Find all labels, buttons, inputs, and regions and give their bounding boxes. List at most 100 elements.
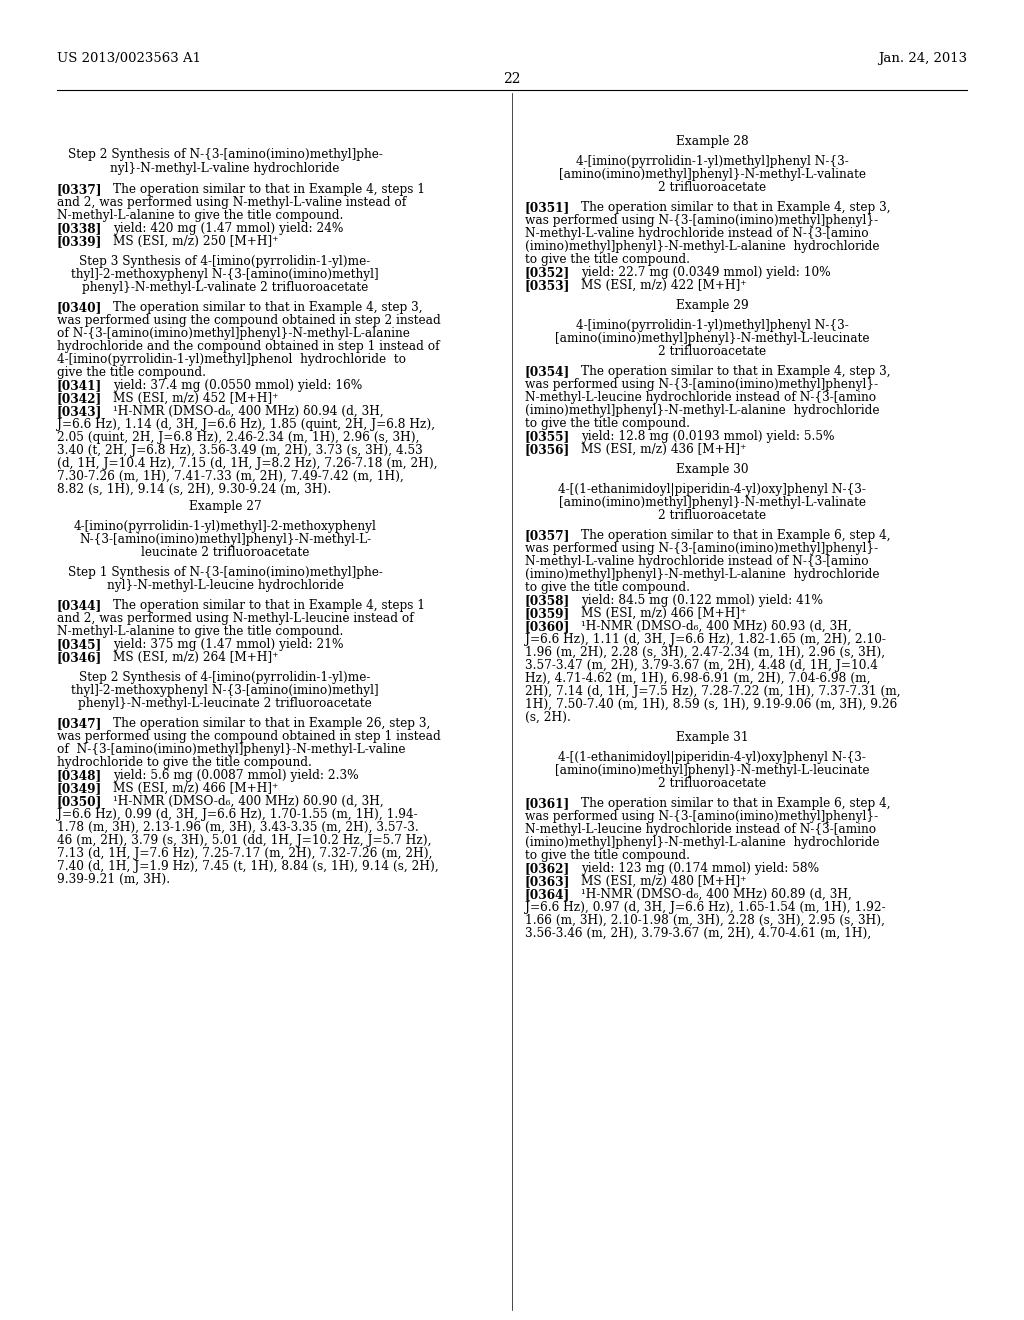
- Text: N-methyl-L-alanine to give the title compound.: N-methyl-L-alanine to give the title com…: [57, 209, 343, 222]
- Text: Step 3 Synthesis of 4-[imino(pyrrolidin-1-yl)me-: Step 3 Synthesis of 4-[imino(pyrrolidin-…: [80, 255, 371, 268]
- Text: The operation similar to that in Example 4, steps 1: The operation similar to that in Example…: [113, 599, 425, 612]
- Text: 8.82 (s, 1H), 9.14 (s, 2H), 9.30-9.24 (m, 3H).: 8.82 (s, 1H), 9.14 (s, 2H), 9.30-9.24 (m…: [57, 483, 331, 496]
- Text: 4-[(1-ethanimidoyl|piperidin-4-yl)oxy]phenyl N-{3-: 4-[(1-ethanimidoyl|piperidin-4-yl)oxy]ph…: [558, 751, 866, 764]
- Text: N-methyl-L-alanine to give the title compound.: N-methyl-L-alanine to give the title com…: [57, 624, 343, 638]
- Text: [0362]: [0362]: [525, 862, 570, 875]
- Text: yield: 12.8 mg (0.0193 mmol) yield: 5.5%: yield: 12.8 mg (0.0193 mmol) yield: 5.5%: [581, 430, 835, 444]
- Text: 2 trifluoroacetate: 2 trifluoroacetate: [658, 345, 766, 358]
- Text: yield: 37.4 mg (0.0550 mmol) yield: 16%: yield: 37.4 mg (0.0550 mmol) yield: 16%: [113, 379, 362, 392]
- Text: [amino(imino)methyl]phenyl}-N-methyl-L-leucinate: [amino(imino)methyl]phenyl}-N-methyl-L-l…: [555, 333, 869, 345]
- Text: to give the title compound.: to give the title compound.: [525, 417, 690, 430]
- Text: 2 trifluoroacetate: 2 trifluoroacetate: [658, 777, 766, 789]
- Text: [0342]: [0342]: [57, 392, 102, 405]
- Text: 7.30-7.26 (m, 1H), 7.41-7.33 (m, 2H), 7.49-7.42 (m, 1H),: 7.30-7.26 (m, 1H), 7.41-7.33 (m, 2H), 7.…: [57, 470, 403, 483]
- Text: Step 1 Synthesis of N-{3-[amino(imino)methyl]phe-: Step 1 Synthesis of N-{3-[amino(imino)me…: [68, 566, 382, 579]
- Text: [0358]: [0358]: [525, 594, 570, 607]
- Text: Jan. 24, 2013: Jan. 24, 2013: [878, 51, 967, 65]
- Text: to give the title compound.: to give the title compound.: [525, 581, 690, 594]
- Text: Step 2 Synthesis of N-{3-[amino(imino)methyl]phe-: Step 2 Synthesis of N-{3-[amino(imino)me…: [68, 148, 382, 161]
- Text: [0343]: [0343]: [57, 405, 102, 418]
- Text: MS (ESI, m/z) 264 [M+H]⁺: MS (ESI, m/z) 264 [M+H]⁺: [113, 651, 279, 664]
- Text: 7.40 (d, 1H, J=1.9 Hz), 7.45 (t, 1H), 8.84 (s, 1H), 9.14 (s, 2H),: 7.40 (d, 1H, J=1.9 Hz), 7.45 (t, 1H), 8.…: [57, 861, 438, 873]
- Text: was performed using N-{3-[amino(imino)methyl]phenyl}-: was performed using N-{3-[amino(imino)me…: [525, 214, 879, 227]
- Text: phenyl}-N-methyl-L-valinate 2 trifluoroacetate: phenyl}-N-methyl-L-valinate 2 trifluoroa…: [82, 281, 368, 294]
- Text: [0359]: [0359]: [525, 607, 570, 620]
- Text: N-methyl-L-valine hydrochloride instead of N-{3-[amino: N-methyl-L-valine hydrochloride instead …: [525, 554, 868, 568]
- Text: 4-[(1-ethanimidoyl|piperidin-4-yl)oxy]phenyl N-{3-: 4-[(1-ethanimidoyl|piperidin-4-yl)oxy]ph…: [558, 483, 866, 496]
- Text: 3.40 (t, 2H, J=6.8 Hz), 3.56-3.49 (m, 2H), 3.73 (s, 3H), 4.53: 3.40 (t, 2H, J=6.8 Hz), 3.56-3.49 (m, 2H…: [57, 444, 423, 457]
- Text: 2.05 (quint, 2H, J=6.8 Hz), 2.46-2.34 (m, 1H), 2.96 (s, 3H),: 2.05 (quint, 2H, J=6.8 Hz), 2.46-2.34 (m…: [57, 432, 420, 444]
- Text: MS (ESI, m/z) 250 [M+H]⁺: MS (ESI, m/z) 250 [M+H]⁺: [113, 235, 279, 248]
- Text: [0338]: [0338]: [57, 222, 102, 235]
- Text: 46 (m, 2H), 3.79 (s, 3H), 5.01 (dd, 1H, J=10.2 Hz, J=5.7 Hz),: 46 (m, 2H), 3.79 (s, 3H), 5.01 (dd, 1H, …: [57, 834, 431, 847]
- Text: [amino(imino)methyl]phenyl}-N-methyl-L-valinate: [amino(imino)methyl]phenyl}-N-methyl-L-v…: [558, 496, 865, 510]
- Text: thyl]-2-methoxyphenyl N-{3-[amino(imino)methyl]: thyl]-2-methoxyphenyl N-{3-[amino(imino)…: [72, 268, 379, 281]
- Text: N-methyl-L-valine hydrochloride instead of N-{3-[amino: N-methyl-L-valine hydrochloride instead …: [525, 227, 868, 240]
- Text: Example 30: Example 30: [676, 463, 749, 477]
- Text: MS (ESI, m/z) 436 [M+H]⁺: MS (ESI, m/z) 436 [M+H]⁺: [581, 444, 746, 455]
- Text: phenyl}-N-methyl-L-leucinate 2 trifluoroacetate: phenyl}-N-methyl-L-leucinate 2 trifluoro…: [78, 697, 372, 710]
- Text: and 2, was performed using N-methyl-L-leucine instead of: and 2, was performed using N-methyl-L-le…: [57, 612, 414, 624]
- Text: hydrochloride and the compound obtained in step 1 instead of: hydrochloride and the compound obtained …: [57, 341, 439, 352]
- Text: Example 31: Example 31: [676, 731, 749, 744]
- Text: [0341]: [0341]: [57, 379, 102, 392]
- Text: (d, 1H, J=10.4 Hz), 7.15 (d, 1H, J=8.2 Hz), 7.26-7.18 (m, 2H),: (d, 1H, J=10.4 Hz), 7.15 (d, 1H, J=8.2 H…: [57, 457, 437, 470]
- Text: [0337]: [0337]: [57, 183, 102, 195]
- Text: 2 trifluoroacetate: 2 trifluoroacetate: [658, 510, 766, 521]
- Text: 9.39-9.21 (m, 3H).: 9.39-9.21 (m, 3H).: [57, 873, 170, 886]
- Text: Example 28: Example 28: [676, 135, 749, 148]
- Text: [0363]: [0363]: [525, 875, 570, 888]
- Text: MS (ESI, m/z) 466 [M+H]⁺: MS (ESI, m/z) 466 [M+H]⁺: [113, 781, 279, 795]
- Text: [0339]: [0339]: [57, 235, 102, 248]
- Text: [0345]: [0345]: [57, 638, 102, 651]
- Text: The operation similar to that in Example 4, step 3,: The operation similar to that in Example…: [113, 301, 423, 314]
- Text: [0355]: [0355]: [525, 430, 570, 444]
- Text: [0347]: [0347]: [57, 717, 102, 730]
- Text: [0353]: [0353]: [525, 279, 570, 292]
- Text: [0364]: [0364]: [525, 888, 570, 902]
- Text: US 2013/0023563 A1: US 2013/0023563 A1: [57, 51, 201, 65]
- Text: 1.66 (m, 3H), 2.10-1.98 (m, 3H), 2.28 (s, 3H), 2.95 (s, 3H),: 1.66 (m, 3H), 2.10-1.98 (m, 3H), 2.28 (s…: [525, 913, 885, 927]
- Text: (imino)methyl]phenyl}-N-methyl-L-alanine  hydrochloride: (imino)methyl]phenyl}-N-methyl-L-alanine…: [525, 240, 880, 253]
- Text: Hz), 4.71-4.62 (m, 1H), 6.98-6.91 (m, 2H), 7.04-6.98 (m,: Hz), 4.71-4.62 (m, 1H), 6.98-6.91 (m, 2H…: [525, 672, 870, 685]
- Text: The operation similar to that in Example 6, step 4,: The operation similar to that in Example…: [581, 797, 891, 810]
- Text: (imino)methyl]phenyl}-N-methyl-L-alanine  hydrochloride: (imino)methyl]phenyl}-N-methyl-L-alanine…: [525, 836, 880, 849]
- Text: give the title compound.: give the title compound.: [57, 366, 206, 379]
- Text: [0354]: [0354]: [525, 366, 570, 378]
- Text: [0340]: [0340]: [57, 301, 102, 314]
- Text: (imino)methyl]phenyl}-N-methyl-L-alanine  hydrochloride: (imino)methyl]phenyl}-N-methyl-L-alanine…: [525, 404, 880, 417]
- Text: [0350]: [0350]: [57, 795, 102, 808]
- Text: yield: 123 mg (0.174 mmol) yield: 58%: yield: 123 mg (0.174 mmol) yield: 58%: [581, 862, 819, 875]
- Text: 2 trifluoroacetate: 2 trifluoroacetate: [658, 181, 766, 194]
- Text: hydrochloride to give the title compound.: hydrochloride to give the title compound…: [57, 756, 312, 770]
- Text: thyl]-2-methoxyphenyl N-{3-[amino(imino)methyl]: thyl]-2-methoxyphenyl N-{3-[amino(imino)…: [72, 684, 379, 697]
- Text: nyl}-N-methyl-L-valine hydrochloride: nyl}-N-methyl-L-valine hydrochloride: [111, 162, 340, 176]
- Text: nyl}-N-methyl-L-leucine hydrochloride: nyl}-N-methyl-L-leucine hydrochloride: [106, 579, 343, 591]
- Text: The operation similar to that in Example 4, steps 1: The operation similar to that in Example…: [113, 183, 425, 195]
- Text: [0351]: [0351]: [525, 201, 570, 214]
- Text: J=6.6 Hz), 0.99 (d, 3H, J=6.6 Hz), 1.70-1.55 (m, 1H), 1.94-: J=6.6 Hz), 0.99 (d, 3H, J=6.6 Hz), 1.70-…: [57, 808, 418, 821]
- Text: was performed using the compound obtained in step 1 instead: was performed using the compound obtaine…: [57, 730, 440, 743]
- Text: Example 27: Example 27: [188, 500, 261, 513]
- Text: [amino(imino)methyl]phenyl}-N-methyl-L-leucinate: [amino(imino)methyl]phenyl}-N-methyl-L-l…: [555, 764, 869, 777]
- Text: was performed using N-{3-[amino(imino)methyl]phenyl}-: was performed using N-{3-[amino(imino)me…: [525, 543, 879, 554]
- Text: [0361]: [0361]: [525, 797, 570, 810]
- Text: 3.56-3.46 (m, 2H), 3.79-3.67 (m, 2H), 4.70-4.61 (m, 1H),: 3.56-3.46 (m, 2H), 3.79-3.67 (m, 2H), 4.…: [525, 927, 871, 940]
- Text: J=6.6 Hz), 0.97 (d, 3H, J=6.6 Hz), 1.65-1.54 (m, 1H), 1.92-: J=6.6 Hz), 0.97 (d, 3H, J=6.6 Hz), 1.65-…: [525, 902, 886, 913]
- Text: ¹H-NMR (DMSO-d₆, 400 MHz) δ0.89 (d, 3H,: ¹H-NMR (DMSO-d₆, 400 MHz) δ0.89 (d, 3H,: [581, 888, 852, 902]
- Text: yield: 420 mg (1.47 mmol) yield: 24%: yield: 420 mg (1.47 mmol) yield: 24%: [113, 222, 343, 235]
- Text: 4-[imino(pyrrolidin-1-yl)methyl]phenol  hydrochloride  to: 4-[imino(pyrrolidin-1-yl)methyl]phenol h…: [57, 352, 406, 366]
- Text: to give the title compound.: to give the title compound.: [525, 253, 690, 267]
- Text: The operation similar to that in Example 4, step 3,: The operation similar to that in Example…: [581, 366, 891, 378]
- Text: to give the title compound.: to give the title compound.: [525, 849, 690, 862]
- Text: yield: 375 mg (1.47 mmol) yield: 21%: yield: 375 mg (1.47 mmol) yield: 21%: [113, 638, 343, 651]
- Text: MS (ESI, m/z) 480 [M+H]⁺: MS (ESI, m/z) 480 [M+H]⁺: [581, 875, 746, 888]
- Text: ¹H-NMR (DMSO-d₆, 400 MHz) δ0.94 (d, 3H,: ¹H-NMR (DMSO-d₆, 400 MHz) δ0.94 (d, 3H,: [113, 405, 384, 418]
- Text: 22: 22: [503, 73, 521, 86]
- Text: The operation similar to that in Example 4, step 3,: The operation similar to that in Example…: [581, 201, 891, 214]
- Text: N-methyl-L-leucine hydrochloride instead of N-{3-[amino: N-methyl-L-leucine hydrochloride instead…: [525, 391, 877, 404]
- Text: leucinate 2 trifluoroacetate: leucinate 2 trifluoroacetate: [141, 546, 309, 558]
- Text: [0349]: [0349]: [57, 781, 102, 795]
- Text: [0348]: [0348]: [57, 770, 102, 781]
- Text: 1H), 7.50-7.40 (m, 1H), 8.59 (s, 1H), 9.19-9.06 (m, 3H), 9.26: 1H), 7.50-7.40 (m, 1H), 8.59 (s, 1H), 9.…: [525, 698, 897, 711]
